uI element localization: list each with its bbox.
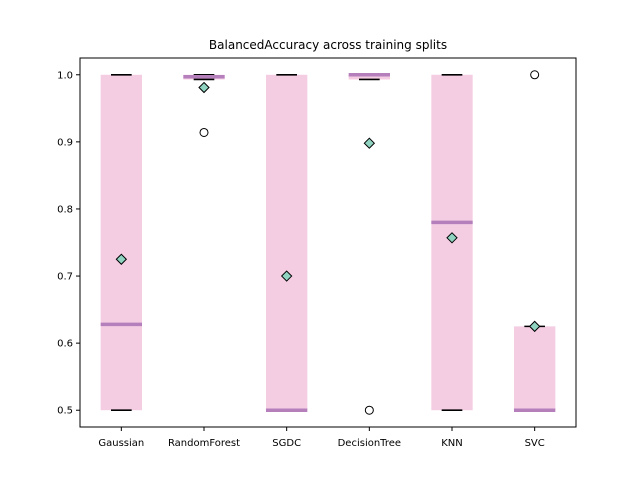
x-tick-label: Gaussian [98,438,144,449]
x-tick-label: DecisionTree [338,438,401,449]
outlier-point [530,70,540,80]
mean-marker [528,320,541,333]
box-group [431,73,473,412]
mean-marker [446,232,458,244]
y-tick-label: 0.9 [57,137,73,148]
box [100,74,142,411]
x-tick-label: SGDC [272,438,301,449]
box-group [100,73,142,412]
x-tick-label: SVC [525,438,545,449]
x-tick-label: RandomForest [168,438,240,449]
box-group [348,73,390,415]
plot-area [100,70,556,415]
y-tick-label: 0.6 [57,339,73,350]
y-tick-label: 0.7 [57,272,73,283]
chart-title: BalancedAccuracy across training splits [209,38,447,52]
outlier-point [364,405,374,415]
box [514,326,556,411]
y-tick-label: 0.8 [57,204,73,215]
box-group [266,73,308,412]
mean-marker [115,253,128,265]
mean-marker [280,270,293,282]
outlier-point [199,127,209,137]
x-tick-label: KNN [441,438,463,449]
box [348,74,390,80]
box-group [514,70,556,412]
axes: 0.5 0.6 0.7 0.8 0.9 1.0 Gaussian RandomForest SG… [57,70,545,449]
mean-marker [363,137,376,149]
y-tick-label: 0.5 [57,406,73,417]
box [266,74,308,411]
box-group [183,73,225,137]
mean-marker [198,81,210,94]
y-tick-label: 1.0 [57,70,73,81]
plot-frame [79,57,577,428]
